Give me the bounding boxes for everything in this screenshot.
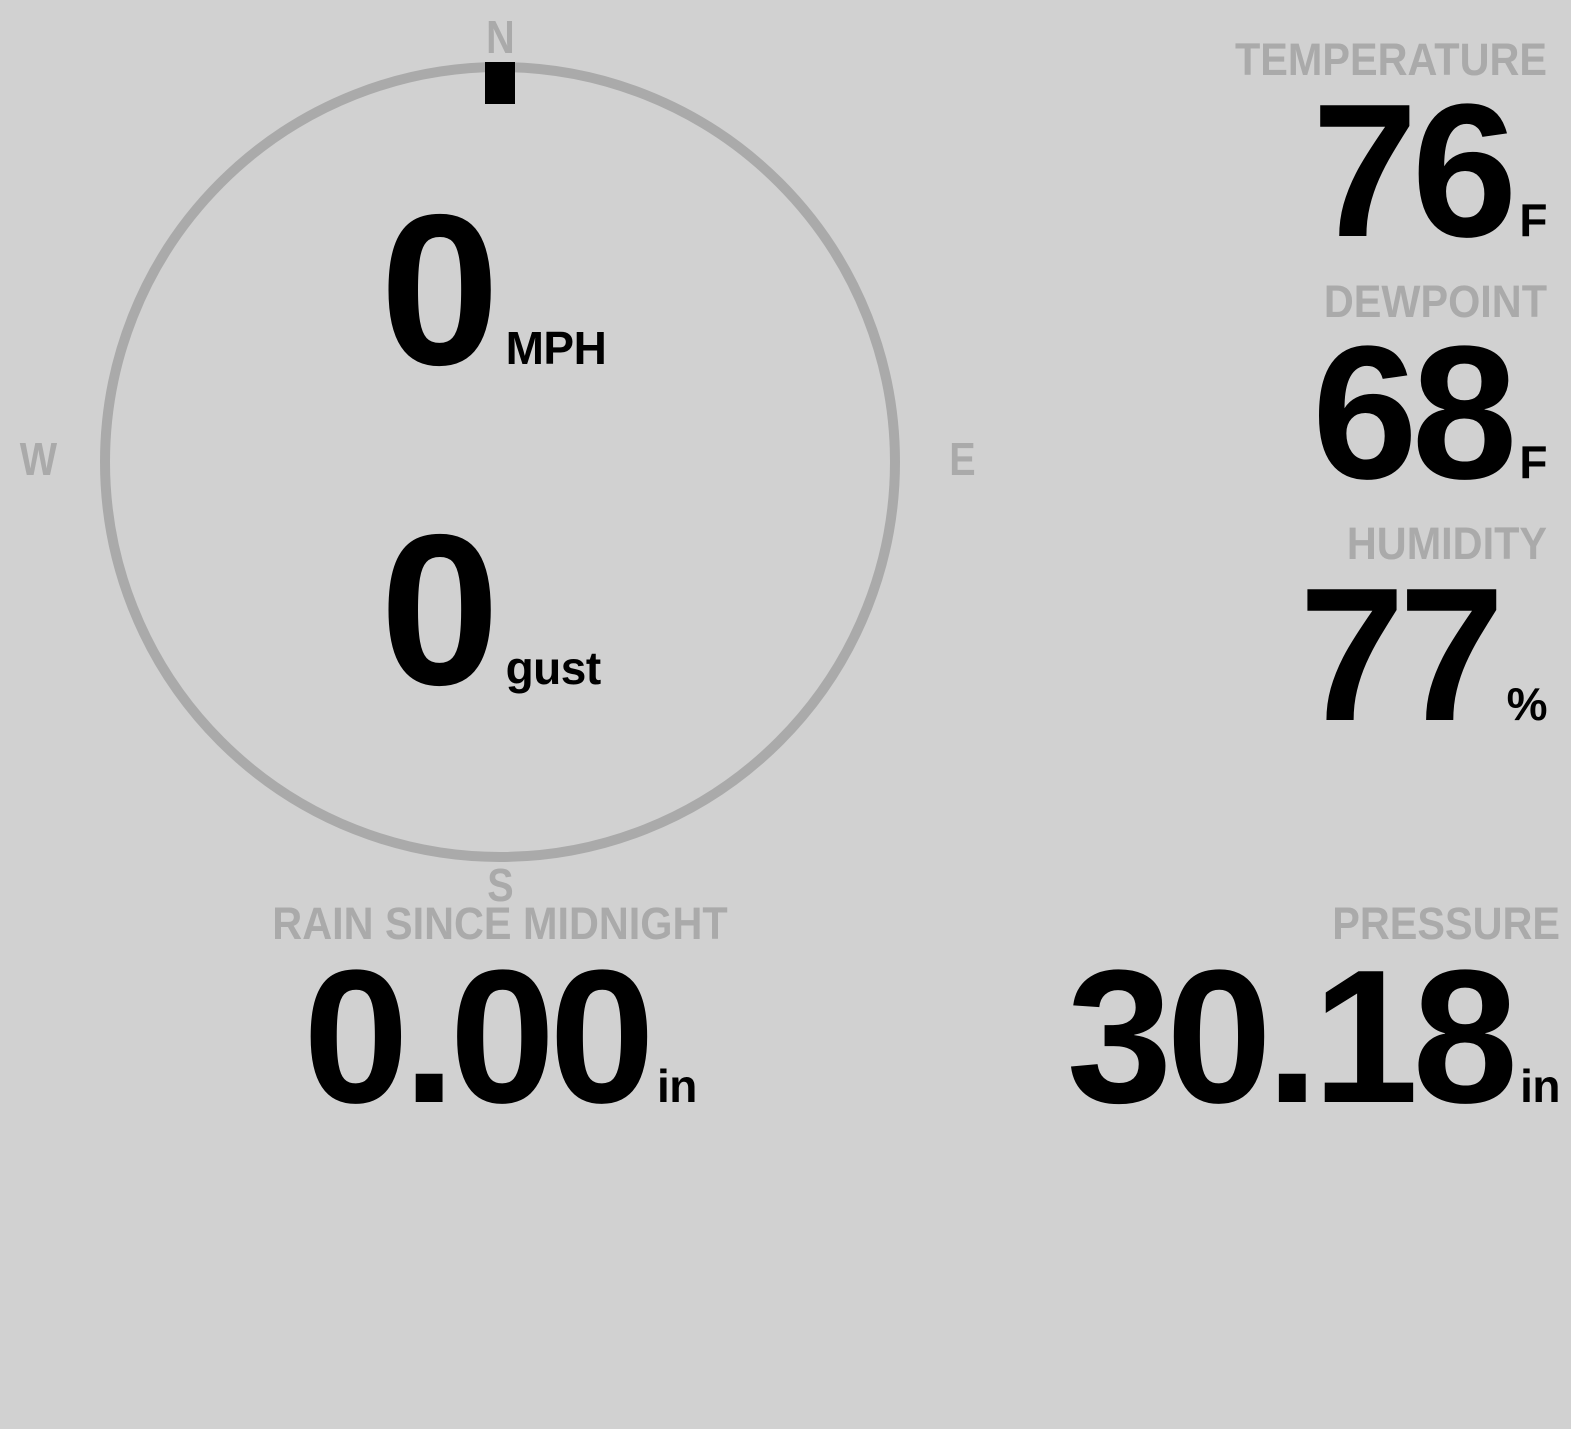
compass-tick-northeast (1045, 294, 1068, 317)
metric-rain-label: RAIN SINCE MIDNIGHT (272, 898, 728, 949)
metric-humidity-value-row: 77 % (1087, 549, 1548, 762)
metric-dewpoint-unit: F (1519, 436, 1547, 489)
metric-pressure: PRESSURE 30.18 in (900, 898, 1561, 1144)
metric-humidity-label: HUMIDITY (1346, 517, 1547, 569)
metric-humidity: HUMIDITY 77 % (1087, 517, 1548, 762)
wind-gust-value: 0 (380, 489, 500, 730)
wind-compass-dial: N S W E 0 MPH 0 gust (20, 14, 1068, 1429)
metric-temperature-unit: F (1519, 194, 1547, 247)
compass-label-south: S (487, 859, 513, 911)
compass-label-east: E (949, 433, 975, 485)
metric-pressure-unit: in (1520, 1060, 1560, 1113)
metric-temperature-label: TEMPERATURE (1234, 34, 1547, 85)
compass-label-west: W (19, 433, 57, 485)
metric-rain-unit: in (656, 1060, 697, 1113)
metric-temperature: TEMPERATURE 76 F (1087, 34, 1548, 278)
metric-dewpoint-value: 68 (1312, 307, 1517, 520)
metric-pressure-value-row: 30.18 in (900, 931, 1561, 1144)
compass-tick-southeast (1045, 1407, 1068, 1429)
wind-speed-readout: 0 MPH (380, 169, 607, 410)
wind-gust-readout: 0 gust (380, 489, 602, 730)
compass-label-north: N (486, 11, 515, 63)
wind-speed-unit: MPH (505, 322, 607, 374)
weather-dashboard: N S W E 0 MPH 0 gust TEMPERATURE 76 F DE… (19, 14, 1561, 1429)
metric-humidity-value: 77 (1299, 549, 1504, 762)
metric-pressure-label: PRESSURE (1332, 898, 1560, 949)
metric-dewpoint-value-row: 68 F (1087, 307, 1547, 520)
wind-direction-marker (485, 62, 515, 104)
metric-rain-value-row: 0.00 in (170, 931, 830, 1144)
metric-humidity-unit: % (1506, 678, 1548, 731)
compass-ring (100, 62, 900, 862)
metric-temperature-value: 76 (1312, 65, 1517, 278)
metric-rain-since-midnight: RAIN SINCE MIDNIGHT 0.00 in (170, 898, 830, 1144)
metric-rain-value: 0.00 (303, 931, 655, 1144)
metric-column: TEMPERATURE 76 F DEWPOINT 68 F HUMIDITY … (1087, 34, 1548, 762)
metric-pressure-value: 30.18 (1066, 931, 1518, 1144)
metric-dewpoint: DEWPOINT 68 F (1087, 275, 1547, 520)
metric-dewpoint-label: DEWPOINT (1323, 275, 1547, 327)
metric-temperature-value-row: 76 F (1087, 65, 1547, 278)
wind-gust-unit: gust (505, 642, 602, 694)
wind-speed-value: 0 (380, 169, 500, 410)
